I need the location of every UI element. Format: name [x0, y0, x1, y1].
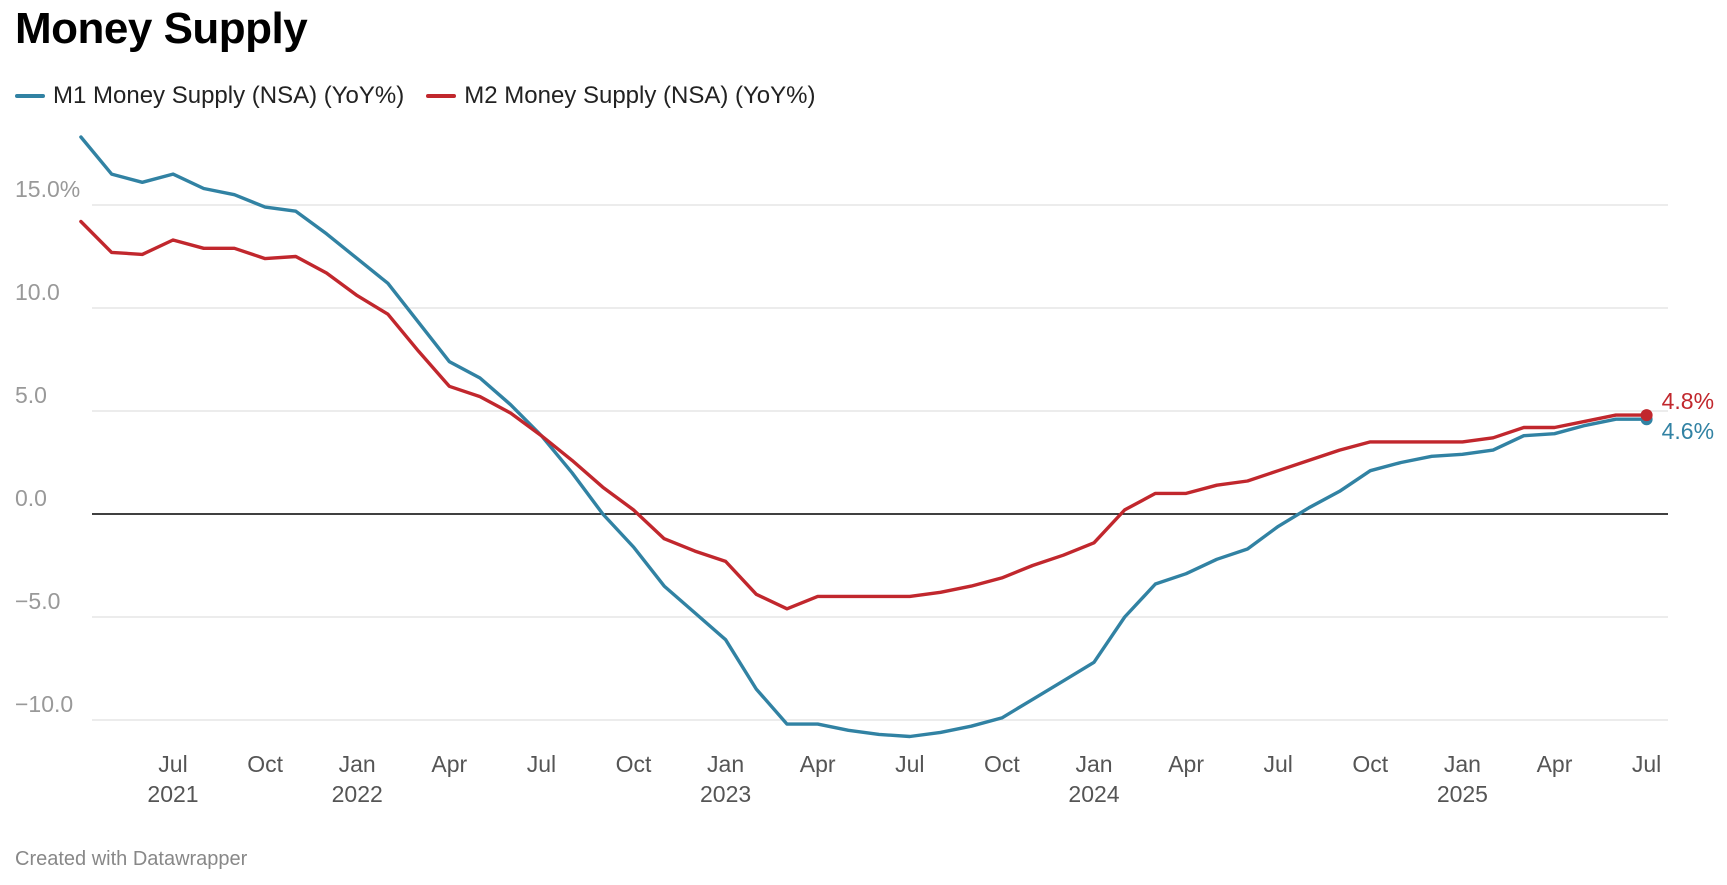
- legend-item-m1[interactable]: M1 Money Supply (NSA) (YoY%): [15, 82, 404, 110]
- x-tick-label: Jul: [527, 751, 556, 777]
- x-tick-label: Jan: [1444, 751, 1481, 777]
- x-tick-label: Oct: [984, 751, 1020, 777]
- x-tick-label: Oct: [247, 751, 283, 777]
- legend-label-m1: M1 Money Supply (NSA) (YoY%): [53, 82, 405, 109]
- y-tick-label: −10.0: [15, 691, 73, 717]
- x-tick-year-label: 2025: [1437, 781, 1488, 807]
- series-line-m2: [79, 219, 1649, 611]
- x-tick-label: Jul: [158, 751, 187, 777]
- x-tick-year-label: 2021: [147, 781, 198, 807]
- end-point-m2: [1640, 409, 1653, 422]
- legend: M1 Money Supply (NSA) (YoY%) M2 Money Su…: [15, 82, 838, 110]
- x-tick-label: Jul: [1632, 751, 1661, 777]
- x-tick-label: Jan: [339, 751, 376, 777]
- x-tick-label: Jul: [1263, 751, 1292, 777]
- legend-item-m2[interactable]: M2 Money Supply (NSA) (YoY%): [426, 82, 816, 110]
- x-tick-year-label: 2022: [332, 781, 383, 807]
- x-tick-label: Jan: [1075, 751, 1112, 777]
- x-tick-label: Jan: [707, 751, 744, 777]
- attribution: Created with Datawrapper: [15, 848, 248, 870]
- x-tick-label: Apr: [1537, 751, 1573, 777]
- y-tick-label: −5.0: [15, 588, 60, 614]
- x-tick-label: Apr: [800, 751, 836, 777]
- x-tick-label: Oct: [616, 751, 652, 777]
- x-tick-label: Apr: [1168, 751, 1204, 777]
- x-tick-year-label: 2024: [1068, 781, 1119, 807]
- x-tick-label: Oct: [1352, 751, 1388, 777]
- legend-swatch-m1: [15, 94, 45, 98]
- x-tick-year-label: 2023: [700, 781, 751, 807]
- series-line-m1: [79, 135, 1649, 739]
- y-tick-label: 5.0: [15, 382, 47, 408]
- end-label-m1: 4.6%: [1662, 418, 1714, 444]
- y-tick-label: 10.0: [15, 279, 60, 305]
- x-tick-label: Apr: [431, 751, 467, 777]
- chart-title: Money Supply: [15, 4, 308, 53]
- y-tick-label: 15.0%: [15, 176, 80, 202]
- end-label-m2: 4.8%: [1662, 388, 1714, 414]
- x-tick-label: Jul: [895, 751, 924, 777]
- legend-swatch-m2: [426, 94, 457, 98]
- line-chart: 15.0% 10.0 5.0 0.0 −5.0 −10.0 Jul 2021 Oct Jan 202…: [15, 135, 1714, 807]
- y-tick-label: 0.0: [15, 485, 47, 511]
- legend-label-m2: M2 Money Supply (NSA) (YoY%): [464, 82, 816, 109]
